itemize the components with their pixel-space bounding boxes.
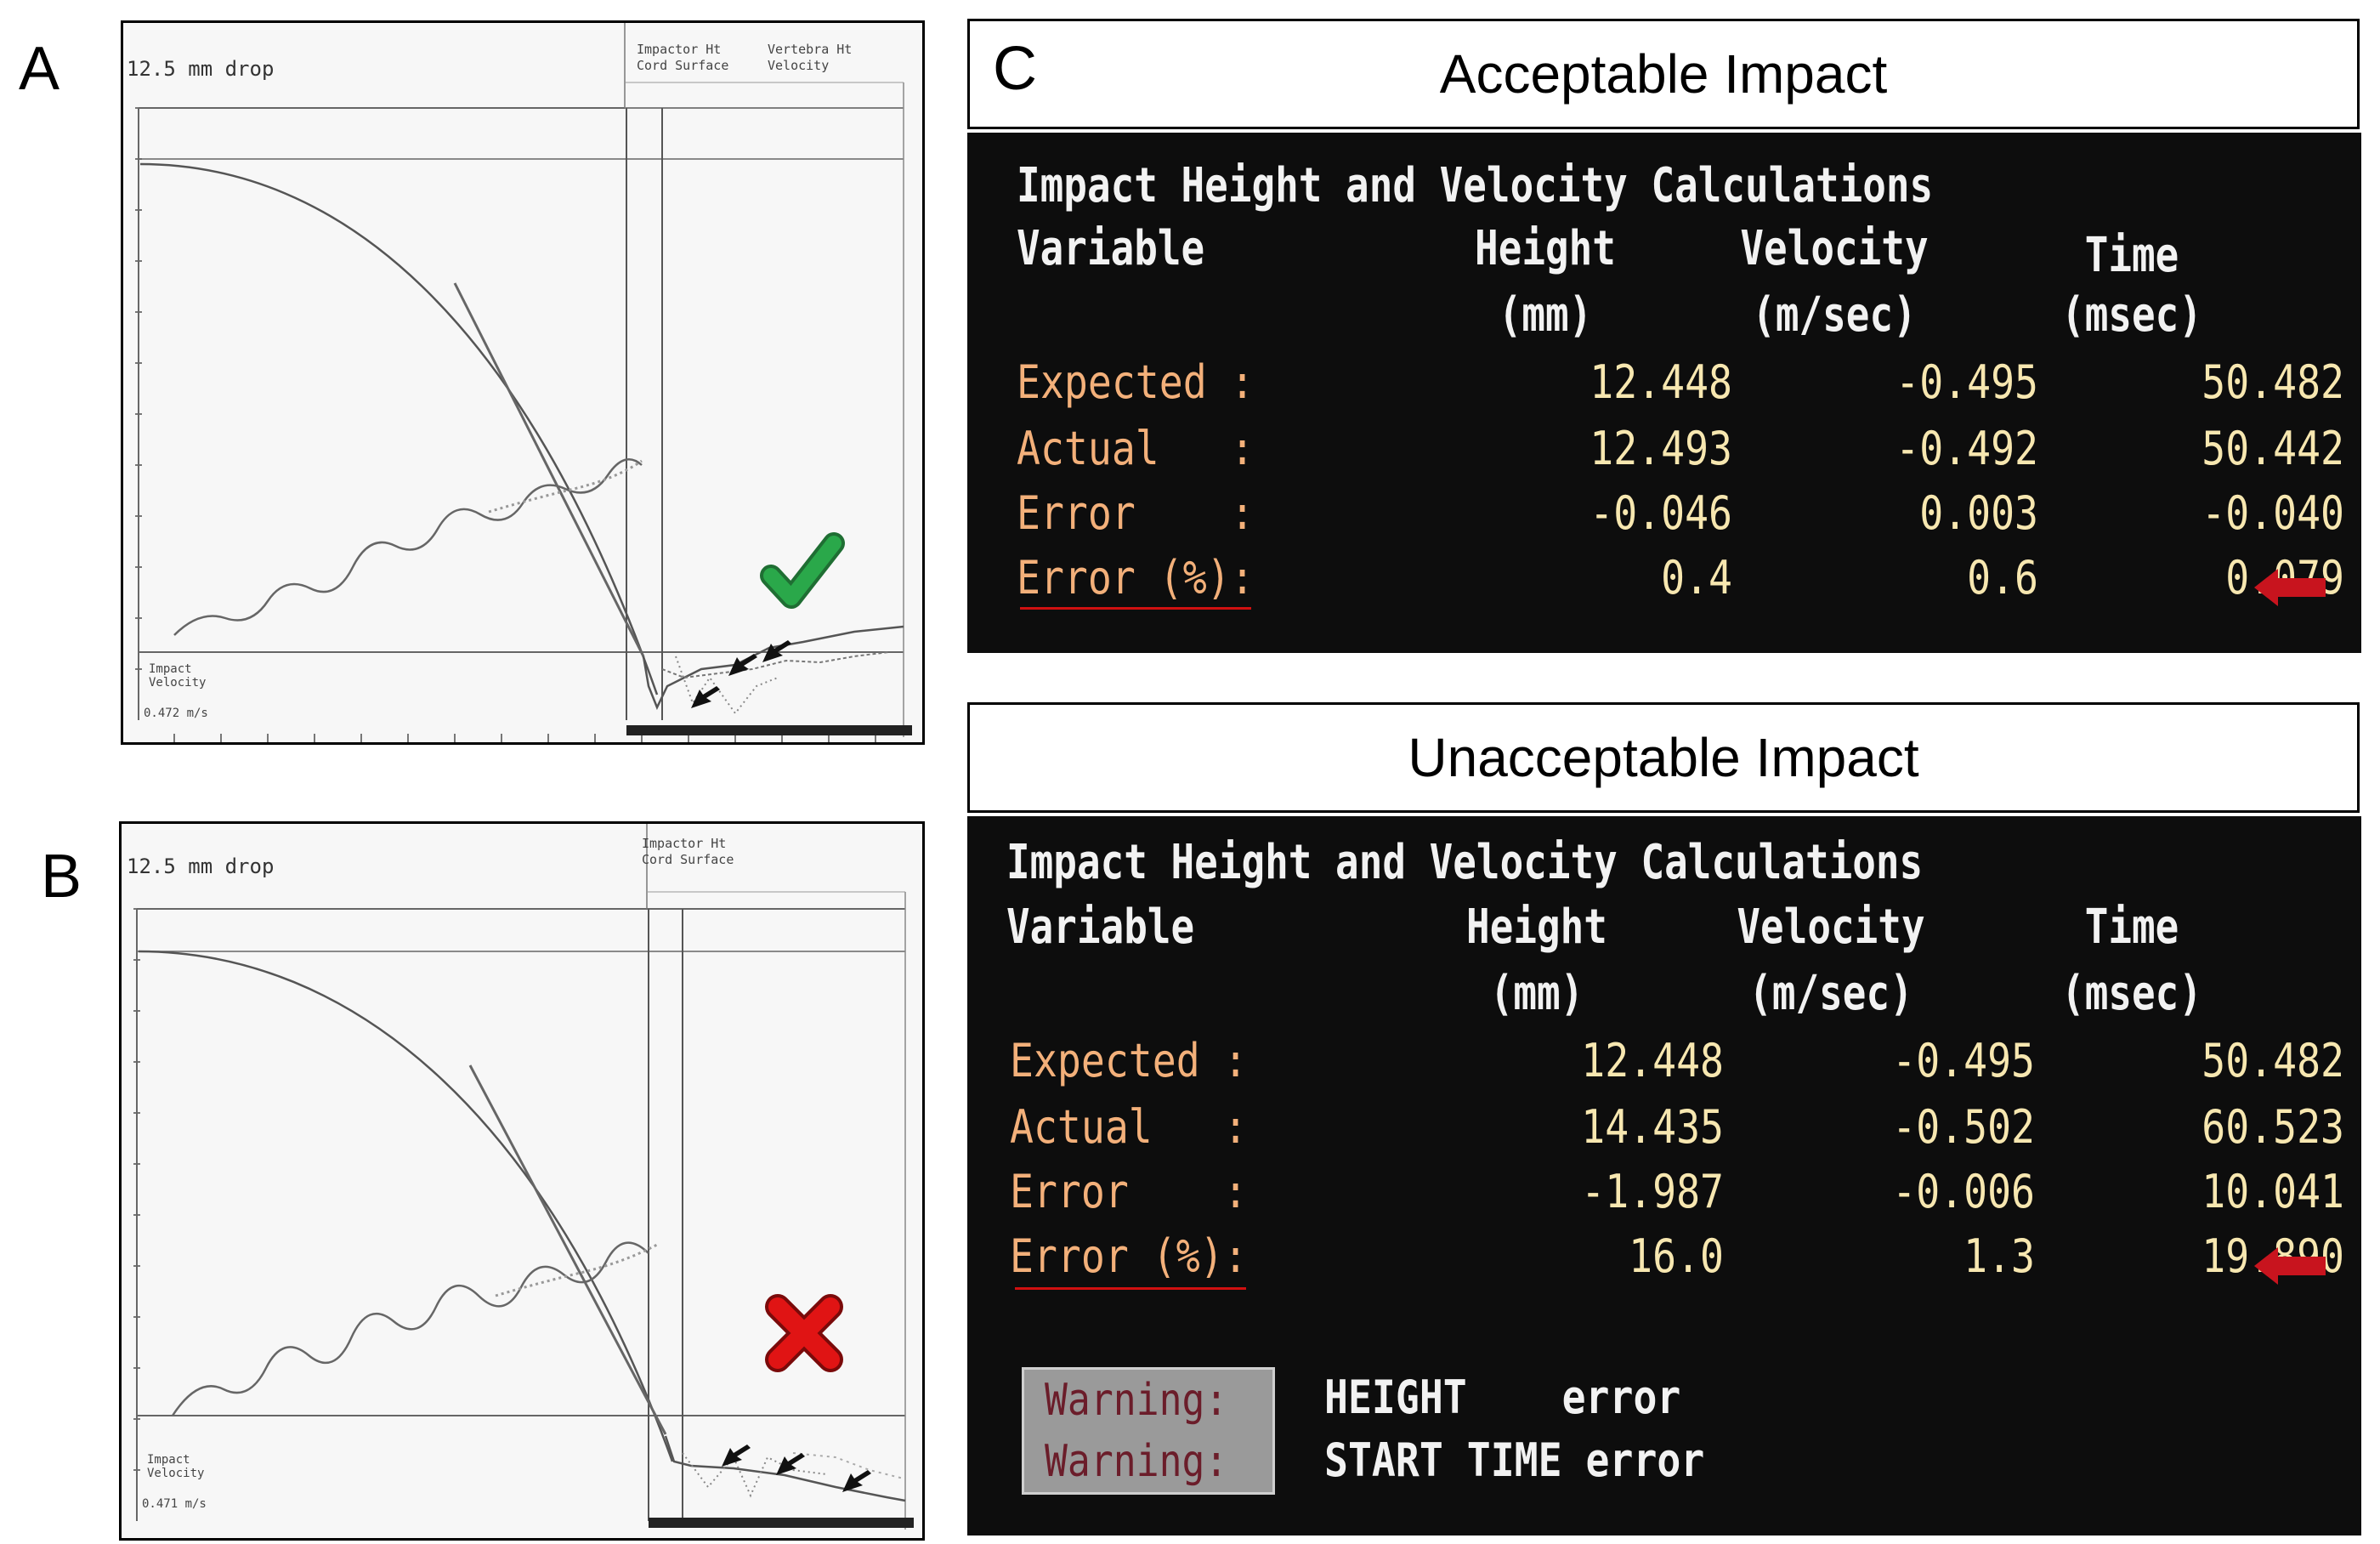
plot-b-impact-label: Impact Velocity: [147, 1453, 205, 1480]
acceptable-calculation-screen: Impact Height and Velocity Calculations …: [967, 133, 2361, 653]
warning-message-2: START TIME error: [1324, 1433, 1705, 1487]
warning-tag-1: Warning:: [1045, 1375, 1228, 1426]
row-error-height: -0.046: [1590, 486, 1732, 540]
impactor-height-curve: [138, 950, 674, 1462]
red-arrow-left-icon: [2254, 1247, 2326, 1285]
unacceptable-calculation-screen: Impact Height and Velocity Calculations …: [967, 816, 2361, 1535]
tangent-line: [453, 282, 645, 657]
row-actual-label: Actual :: [1017, 422, 1255, 475]
row-expected-label: Expected :: [1010, 1034, 1248, 1087]
row-actual-velocity: -0.492: [1896, 422, 2038, 475]
row-expected-time: 50.482: [2202, 1034, 2344, 1087]
panel-letter-c: C: [993, 35, 1037, 103]
warning-box: Warning: Warning:: [1022, 1367, 1275, 1495]
col-velocity: Velocity: [1740, 221, 1929, 276]
error-pct-underline: [1020, 607, 1251, 610]
screen-heading: Impact Height and Velocity Calculations: [1006, 835, 1924, 890]
red-arrow-left-icon: [2254, 569, 2326, 606]
col-variable: Variable: [1017, 221, 1205, 276]
plot-a-impact-value: 0.472 m/s: [144, 707, 208, 720]
row-expected-time: 50.482: [2202, 355, 2344, 409]
col-time-unit: (msec): [2061, 287, 2202, 343]
row-error-label: Error :: [1010, 1165, 1248, 1218]
col-velocity-unit: (m/sec): [1748, 966, 1913, 1021]
row-error-time: -0.040: [2202, 486, 2344, 540]
plot-a-impact-label: Impact Velocity: [149, 662, 207, 690]
panel-letter-b: B: [41, 843, 82, 911]
acceptable-banner-text: Acceptable Impact: [1439, 43, 1888, 105]
plot-b-unacceptable-trace: 12.5 mm drop Impactor Ht Cord Surface Imp…: [119, 821, 925, 1541]
plot-a-legend-2: Vertebra Ht Velocity: [768, 42, 853, 73]
row-error-pct-velocity: 1.3: [1964, 1229, 2035, 1283]
row-expected-height: 12.448: [1581, 1034, 1724, 1087]
plot-b-svg: [133, 824, 914, 1530]
plot-a-svg: [135, 23, 912, 742]
col-velocity: Velocity: [1737, 900, 1925, 955]
col-height-unit: (mm): [1489, 966, 1584, 1021]
col-height: Height: [1466, 900, 1607, 955]
row-error-velocity: -0.006: [1892, 1165, 2035, 1218]
plot-b-arrows: [722, 1445, 871, 1492]
col-variable: Variable: [1006, 900, 1195, 955]
row-expected-velocity: -0.495: [1896, 355, 2038, 409]
row-error-label: Error :: [1017, 486, 1255, 540]
col-height-unit: (mm): [1498, 287, 1593, 343]
plot-a-title: 12.5 mm drop: [127, 57, 275, 81]
col-velocity-unit: (m/sec): [1752, 287, 1917, 343]
green-checkmark-icon: [763, 536, 842, 605]
plot-b-title: 12.5 mm drop: [127, 854, 275, 878]
unacceptable-banner-text: Unacceptable Impact: [1408, 727, 1919, 788]
row-actual-velocity: -0.502: [1892, 1100, 2035, 1154]
tangent-line: [468, 1064, 667, 1435]
red-cross-icon: [765, 1294, 843, 1372]
row-actual-height: 14.435: [1581, 1100, 1724, 1154]
plot-a-legend-1: Impactor Ht Cord Surface: [637, 42, 729, 73]
unacceptable-banner: Unacceptable Impact: [967, 702, 2360, 813]
row-error-pct-label: Error (%):: [1010, 1229, 1248, 1283]
row-error-height: -1.987: [1581, 1165, 1724, 1218]
row-expected-velocity: -0.495: [1892, 1034, 2035, 1087]
col-time: Time: [2084, 228, 2179, 283]
row-error-pct-height: 16.0: [1629, 1229, 1724, 1283]
row-actual-time: 60.523: [2202, 1100, 2344, 1154]
velocity-curve: [171, 1241, 649, 1416]
row-expected-height: 12.448: [1590, 355, 1732, 409]
row-error-pct-label: Error (%):: [1017, 551, 1255, 605]
row-expected-label: Expected :: [1017, 355, 1255, 409]
plot-b-legend: Impactor Ht Cord Surface: [642, 836, 734, 867]
row-error-velocity: 0.003: [1919, 486, 2038, 540]
velocity-curve: [173, 458, 643, 636]
row-actual-time: 50.442: [2202, 422, 2344, 475]
acceptable-banner: Acceptable Impact: [967, 19, 2360, 129]
row-error-pct-height: 0.4: [1661, 551, 1732, 605]
row-error-time: 10.041: [2202, 1165, 2344, 1218]
error-pct-underline: [1015, 1287, 1246, 1290]
row-actual-height: 12.493: [1590, 422, 1732, 475]
screen-heading: Impact Height and Velocity Calculations: [1017, 158, 1934, 213]
panel-letter-a: A: [19, 35, 60, 103]
row-actual-label: Actual :: [1010, 1100, 1248, 1154]
col-time-unit: (msec): [2061, 966, 2202, 1021]
warning-message-1: HEIGHT error: [1324, 1371, 1681, 1424]
col-height: Height: [1475, 221, 1616, 276]
row-error-pct-velocity: 0.6: [1967, 551, 2038, 605]
plot-b-impact-value: 0.471 m/s: [142, 1497, 207, 1511]
col-time: Time: [2084, 900, 2179, 955]
plot-a-acceptable-trace: 12.5 mm drop Impactor Ht Cord Surface Ver…: [121, 20, 925, 745]
plot-a-arrows: [691, 640, 791, 708]
warning-tag-2: Warning:: [1045, 1436, 1228, 1487]
impactor-height-curve: [139, 162, 659, 695]
